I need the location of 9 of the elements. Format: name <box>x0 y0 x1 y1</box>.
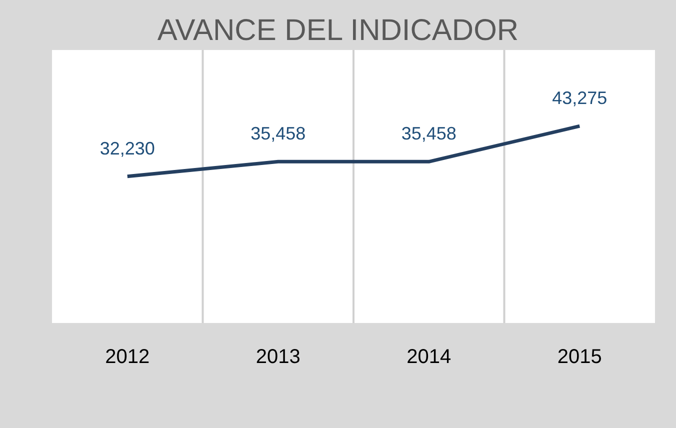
data-label: 32,230 <box>100 138 155 158</box>
data-label: 43,275 <box>552 88 608 108</box>
x-tick-label: 2015 <box>557 346 602 368</box>
x-tick-label: 2013 <box>256 346 300 368</box>
data-label: 35,458 <box>250 124 306 144</box>
x-tick-label: 2012 <box>105 346 150 368</box>
chart-title: AVANCE DEL INDICADOR <box>156 14 520 48</box>
x-tick-label: 2014 <box>406 346 452 368</box>
data-label: 35,458 <box>401 124 456 144</box>
